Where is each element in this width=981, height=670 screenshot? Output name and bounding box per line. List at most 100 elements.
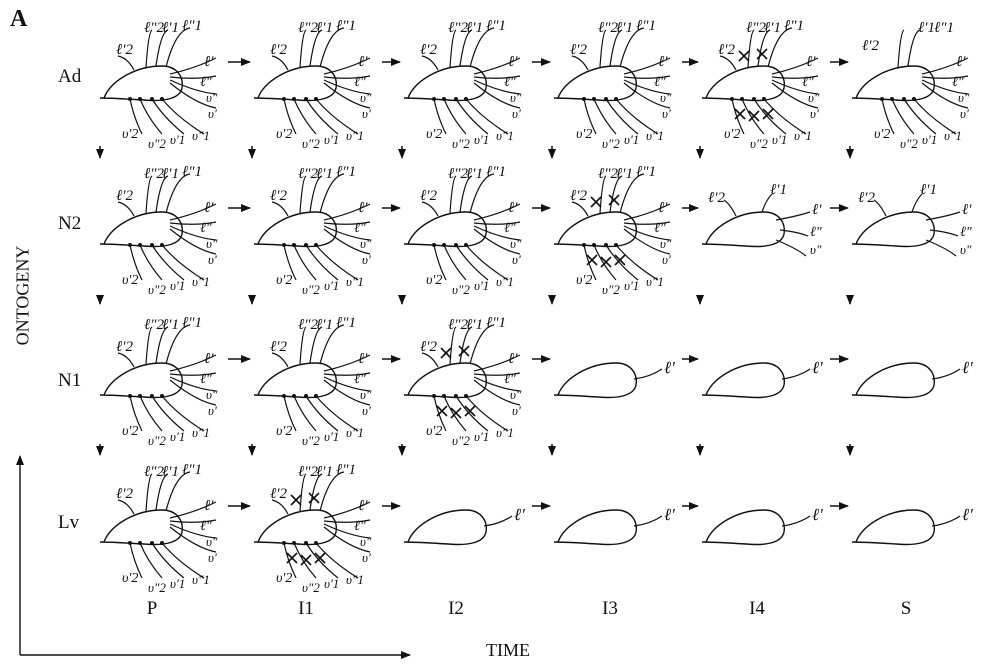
- seta-line: [775, 211, 811, 221]
- seta-line: [473, 75, 521, 79]
- lost-seta-mark: [734, 108, 746, 120]
- lost-seta-mark: [762, 108, 774, 120]
- seta-label-top: ℓ'1: [316, 464, 333, 480]
- seta-line: [323, 376, 371, 392]
- seta-label-top: ℓ"2: [144, 317, 165, 333]
- lost-seta-mark: [290, 494, 302, 506]
- seta-socket: [282, 541, 286, 545]
- seta-socket: [442, 243, 446, 247]
- seta-label-bottom: υ'2: [576, 273, 592, 288]
- seta-label-bottom: υ'2: [426, 273, 442, 288]
- seta-label-top: ℓ'1: [316, 166, 333, 182]
- seta-socket: [912, 97, 916, 101]
- seta-line: [151, 542, 185, 579]
- seta-line: [145, 473, 153, 512]
- seta-line: [473, 203, 521, 221]
- seta-label-right: ℓ': [956, 54, 966, 70]
- seta-line: [299, 326, 307, 365]
- seta-label-bottom: υ"1: [192, 425, 210, 440]
- leg-segment-N2-I4: ℓ'2 ℓ'1 ℓ' ℓ" υ": [701, 182, 822, 257]
- seta-line: [719, 55, 737, 71]
- seta-socket: [762, 97, 766, 101]
- transition-arrows: [96, 58, 854, 510]
- seta-socket: [304, 97, 308, 101]
- seta-line: [473, 221, 521, 225]
- col-label-p: P: [146, 598, 158, 619]
- seta-label-bottom: υ'2: [276, 571, 292, 586]
- leg-segment-N1-I4: ℓ': [701, 358, 823, 399]
- seta-label-top: ℓ'2: [116, 42, 133, 58]
- seta-line: [421, 352, 439, 368]
- seta-line: [599, 29, 607, 68]
- seta-line: [593, 98, 617, 135]
- seta-socket: [314, 394, 318, 398]
- seta-socket: [128, 394, 132, 398]
- seta-label-right: ℓ': [204, 54, 214, 70]
- seta-socket: [604, 243, 608, 247]
- seta-label-right: ℓ': [812, 358, 823, 377]
- seta-socket: [592, 243, 596, 247]
- seta-label-bottom: υ'1: [922, 132, 937, 147]
- seta-line: [903, 98, 937, 135]
- seta-line: [323, 526, 371, 553]
- seta-line: [169, 57, 217, 75]
- seta-line: [455, 244, 489, 281]
- seta-label-top: ℓ'2: [420, 339, 437, 355]
- row-label-n2: N2: [58, 213, 82, 234]
- seta-label-right: υ": [360, 534, 372, 549]
- seta-label-right: ℓ": [354, 519, 366, 534]
- seta-label-bottom: υ'2: [276, 273, 292, 288]
- seta-line: [309, 29, 323, 67]
- segment-outline: [851, 362, 935, 399]
- seta-label-top: ℓ"1: [336, 164, 356, 180]
- seta-socket: [150, 97, 154, 101]
- seta-line: [299, 29, 307, 68]
- seta-label-top: ℓ"1: [182, 18, 202, 34]
- leg-segment-N2-I2: ℓ'2 ℓ"2ℓ'1 ℓ"1 ℓ' ℓ"υ"υ' υ'2 υ"2 υ'1 υ"1: [403, 164, 522, 297]
- seta-label-bottom: υ"1: [646, 274, 664, 289]
- seta-line: [873, 199, 887, 217]
- leg-segment-drawings: ℓ'2ℓ"2ℓ'1 ℓ"1ℓ'ℓ"υ"υ'υ'2υ"2 υ'1 υ"1ℓ'2ℓ"2ℓ'…: [99, 18, 973, 595]
- seta-line: [169, 379, 217, 406]
- seta-line: [117, 499, 135, 515]
- seta-line: [921, 79, 969, 95]
- seta-label-top: ℓ'1: [616, 166, 633, 182]
- segment-outline: [701, 362, 785, 399]
- seta-line: [169, 501, 217, 519]
- segment-outline: [403, 509, 487, 546]
- seta-socket: [614, 243, 618, 247]
- seta-label-top: ℓ"1: [182, 315, 202, 331]
- seta-label-top: ℓ"2: [448, 317, 469, 333]
- seta-socket: [740, 97, 744, 101]
- seta-line: [571, 55, 589, 71]
- seta-line: [609, 29, 623, 67]
- seta-label-right: υ": [810, 242, 822, 257]
- col-label-i3: I3: [602, 598, 618, 619]
- seta-socket: [304, 541, 308, 545]
- seta-socket: [292, 541, 296, 545]
- seta-label-right: υ": [660, 90, 672, 105]
- seta-line: [623, 221, 671, 225]
- seta-line: [293, 542, 317, 579]
- seta-label-right: ℓ': [358, 351, 368, 367]
- seta-line: [323, 82, 371, 109]
- seta-line: [319, 173, 345, 214]
- seta-line: [763, 98, 807, 135]
- seta-label-top: ℓ'1: [770, 182, 787, 198]
- seta-label-bottom: υ"2: [452, 136, 470, 151]
- seta-line: [323, 519, 371, 523]
- seta-line: [465, 98, 509, 135]
- lost-seta-mark: [738, 50, 750, 62]
- leg-segment-N2-P: ℓ'2 ℓ"2ℓ'1 ℓ"1 ℓ' ℓ"υ"υ' υ'2 υ"2 υ'1 υ"1: [99, 164, 218, 297]
- seta-line: [129, 244, 143, 281]
- seta-line: [619, 27, 645, 68]
- seta-line: [161, 395, 205, 432]
- lost-seta-mark: [314, 552, 326, 564]
- seta-line: [271, 499, 289, 515]
- leg-segment-Ad-I4: ℓ'2 ℓ"2ℓ'1 ℓ"1 ℓ' ℓ"υ"υ' υ'2 υ"2 υ'1 υ"1: [701, 18, 820, 151]
- seta-line: [449, 175, 457, 214]
- seta-label-right: ℓ': [658, 200, 668, 216]
- seta-line: [315, 395, 359, 432]
- seta-label-bottom: υ"1: [192, 274, 210, 289]
